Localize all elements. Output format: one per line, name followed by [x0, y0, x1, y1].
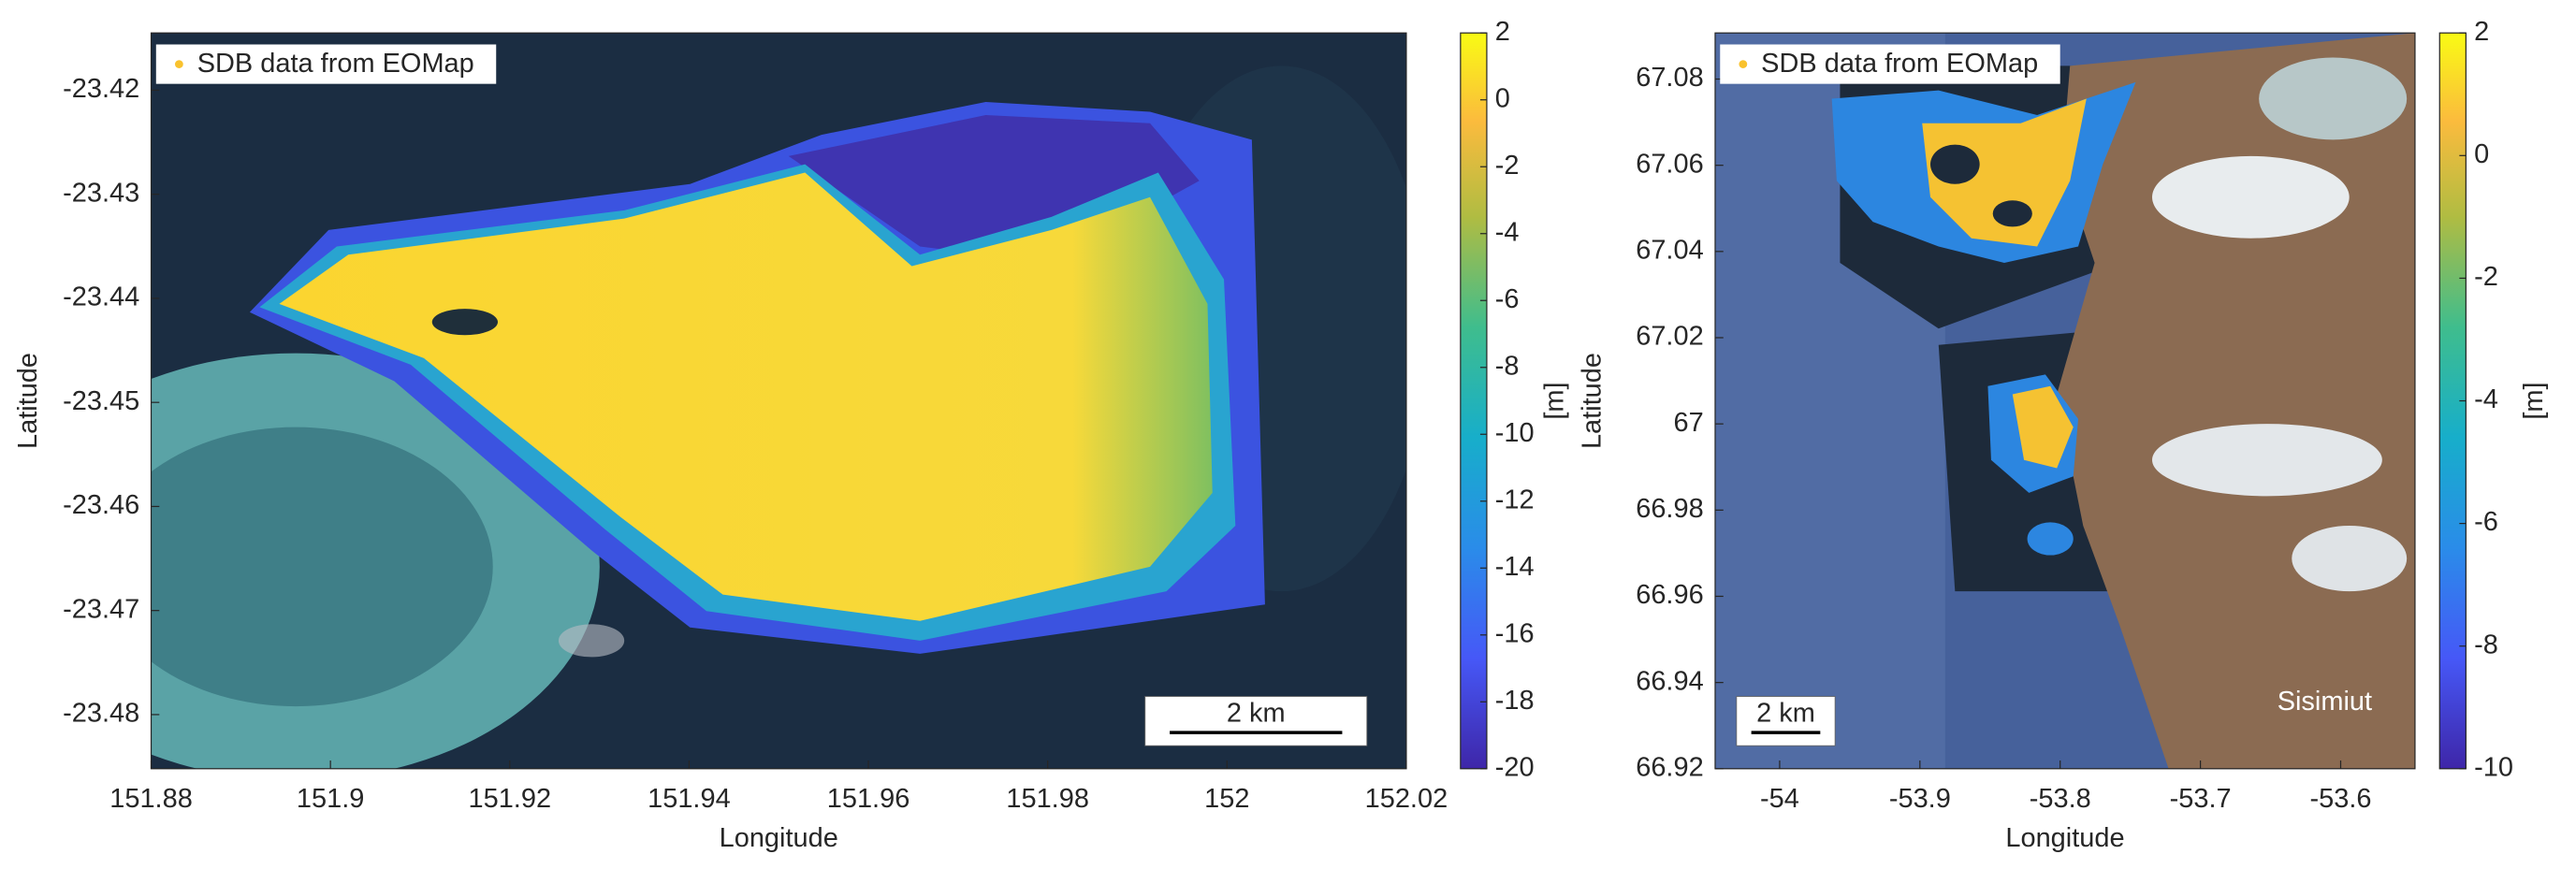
colorbar-tick-label: 2	[1495, 17, 1510, 47]
legend-marker	[1739, 60, 1748, 68]
colorbar-tick-label: 0	[2474, 139, 2489, 169]
y-tick-label: 66.94	[1636, 666, 1703, 696]
colorbar-tick-label: -18	[1495, 686, 1535, 716]
colorbar-tick-label: -2	[1495, 151, 1520, 181]
x-tick-label: 151.88	[109, 784, 193, 814]
y-tick-label: 67.06	[1636, 149, 1703, 179]
colorbar-tick-label: -6	[1495, 284, 1520, 314]
colorbar-tick-label: 2	[2474, 17, 2489, 47]
colorbar-tick-label: -10	[1495, 418, 1535, 448]
x-tick-label: 151.92	[468, 784, 551, 814]
legend-box	[1720, 44, 2060, 84]
y-tick-label: 67	[1673, 408, 1703, 438]
y-tick-label: -23.47	[63, 594, 139, 624]
x-tick-label: 152	[1204, 784, 1249, 814]
colorbar-label: [m]	[1539, 382, 1569, 419]
colorbar-tick-label: -10	[2474, 752, 2513, 782]
y-tick-label: -23.44	[63, 282, 139, 312]
y-tick-label: 67.08	[1636, 63, 1703, 93]
y-tick-label: 67.02	[1636, 322, 1703, 352]
axes-frame	[150, 32, 1407, 770]
place-label: Sisimiut	[2278, 687, 2372, 717]
scale-bar-label: 2 km	[1227, 699, 1286, 729]
y-tick-label: -23.42	[63, 74, 139, 104]
x-tick-label: 151.94	[648, 784, 731, 814]
x-axis-label: Longitude	[2005, 823, 2124, 853]
colorbar-tick-label: -8	[1495, 351, 1520, 381]
x-tick-label: -53.6	[2309, 784, 2371, 814]
colorbar-tick-label: -14	[1495, 552, 1535, 582]
colorbar-tick-label: -12	[1495, 485, 1535, 514]
x-tick-label: 151.9	[297, 784, 364, 814]
satellite-image	[151, 33, 1406, 769]
y-axis-label: Latitude	[1578, 353, 1608, 449]
satellite-image	[1714, 33, 2415, 769]
colorbar-tick-label: -2	[2474, 262, 2498, 292]
scale-bar-box	[1736, 696, 1836, 746]
x-tick-label: -53.9	[1889, 784, 1951, 814]
y-tick-label: 67.04	[1636, 235, 1703, 265]
y-tick-label: -23.43	[63, 178, 139, 208]
y-tick-label: -23.45	[63, 386, 139, 416]
colorbar-tick-label: -20	[1495, 752, 1535, 782]
y-tick-label: -23.46	[63, 490, 139, 520]
y-tick-label: 66.98	[1636, 494, 1703, 524]
colorbar-tick-label: -4	[2474, 384, 2498, 414]
x-axis-label: Longitude	[720, 823, 838, 853]
x-tick-label: -54	[1760, 784, 1799, 814]
colorbar-tick-label: -16	[1495, 618, 1535, 648]
colorbar-tick-label: 0	[1495, 83, 1510, 113]
colorbar-tick-label: -8	[2474, 630, 2498, 659]
x-tick-label: 151.96	[827, 784, 910, 814]
legend-marker	[174, 60, 183, 68]
legend-label: SDB data from EOMap	[197, 49, 474, 79]
legend-label: SDB data from EOMap	[1761, 49, 2038, 79]
y-tick-label: 66.96	[1636, 580, 1703, 610]
colorbar	[1460, 32, 1488, 770]
scale-bar-label: 2 km	[1756, 699, 1815, 729]
x-tick-label: -53.7	[2170, 784, 2232, 814]
legend-box	[155, 44, 497, 84]
colorbar-label: [m]	[2519, 382, 2549, 419]
y-tick-label: -23.48	[63, 699, 139, 729]
y-axis-label: Latitude	[13, 353, 43, 449]
colorbar-tick-label: -4	[1495, 217, 1520, 247]
colorbar-tick-label: -6	[2474, 507, 2498, 537]
y-tick-label: 66.92	[1636, 752, 1703, 782]
x-tick-label: 151.98	[1006, 784, 1089, 814]
x-tick-label: 152.02	[1365, 784, 1448, 814]
axes-frame	[1714, 32, 2416, 770]
x-tick-label: -53.8	[2030, 784, 2091, 814]
scale-bar-box	[1144, 696, 1368, 746]
